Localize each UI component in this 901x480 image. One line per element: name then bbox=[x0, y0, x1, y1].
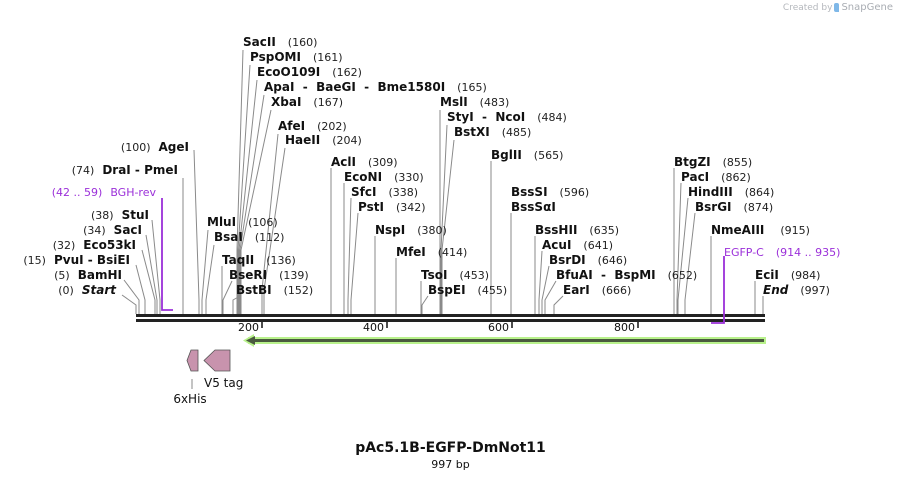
site-econi[interactable]: EcoNI (330) bbox=[344, 170, 424, 184]
feature-label-6xhis: 6xHis bbox=[173, 392, 206, 406]
site-stui[interactable]: (38) StuI bbox=[91, 208, 149, 222]
site-sacii[interactable]: SacII (160) bbox=[243, 35, 317, 49]
primer-egfp-c[interactable]: EGFP-C (914 .. 935) bbox=[711, 246, 840, 324]
site-paci[interactable]: PacI (862) bbox=[681, 170, 751, 184]
site-agei[interactable]: (100) AgeI bbox=[121, 140, 189, 154]
site-bamhi[interactable]: (5) BamHI bbox=[54, 268, 122, 282]
site-drai-pmei[interactable]: (74) DraI - PmeI bbox=[72, 163, 178, 177]
site-stems bbox=[121, 49, 764, 314]
tick-800: 800 bbox=[614, 321, 635, 334]
site-acui[interactable]: AcuI (641) bbox=[542, 238, 613, 252]
site-bspei[interactable]: BspEI (455) bbox=[428, 283, 507, 297]
dna-backbone[interactable] bbox=[136, 314, 765, 322]
site-acli[interactable]: AclI (309) bbox=[331, 155, 398, 169]
primer-label: (42 .. 59) BGH-rev bbox=[52, 186, 157, 199]
map-length: 997 bp bbox=[431, 458, 470, 471]
site-styi-ncoi[interactable]: StyI - NcoI (484) bbox=[447, 110, 567, 124]
site-eari[interactable]: EarI (666) bbox=[563, 283, 631, 297]
snapgene-logo-icon bbox=[834, 3, 840, 12]
tick-600: 600 bbox=[488, 321, 509, 334]
site-beseri[interactable]: BseRI (139) bbox=[229, 268, 309, 282]
site-end[interactable]: End (997) bbox=[763, 283, 830, 297]
map-title: pAc5.1B-EGFP-DmNot11 bbox=[355, 440, 546, 456]
site-taqii[interactable]: TaqII (136) bbox=[222, 253, 296, 267]
snapgene-credit: Created by SnapGene bbox=[783, 2, 893, 13]
right-sites: SacII (160) PspOMI (161) EcoO109I (162) Apa… bbox=[207, 35, 830, 297]
site-pvui-bsiei[interactable]: (15) PvuI - BsiEI bbox=[23, 253, 130, 267]
site-btgzi[interactable]: BtgZI (855) bbox=[674, 155, 752, 169]
site-mlui[interactable]: MluI (106) bbox=[207, 215, 278, 229]
site-saci[interactable]: (34) SacI bbox=[83, 223, 142, 237]
site-bsshii[interactable]: BssHII (635) bbox=[535, 223, 619, 237]
site-xbai[interactable]: XbaI (167) bbox=[271, 95, 343, 109]
site-haeii[interactable]: HaeII (204) bbox=[285, 133, 362, 147]
site-apai-baegi-bme1580i[interactable]: ApaI - BaeGI - Bme1580I (165) bbox=[264, 80, 487, 94]
primer-bgh-rev[interactable]: (42 .. 59) BGH-rev bbox=[52, 186, 173, 311]
site-bglii[interactable]: BglII (565) bbox=[491, 148, 563, 162]
tick-400: 400 bbox=[363, 321, 384, 334]
site-mfei[interactable]: MfeI (414) bbox=[396, 245, 467, 259]
site-bstxi[interactable]: BstXI (485) bbox=[454, 125, 531, 139]
site-bsssi[interactable]: BssSI (596) bbox=[511, 185, 589, 199]
site-bstbi[interactable]: BstBI (152) bbox=[236, 283, 313, 297]
site-ecii[interactable]: EciI (984) bbox=[755, 268, 820, 282]
feature-label-v5: V5 tag bbox=[204, 376, 243, 390]
left-sites: (0) Start (5) BamHI (15) PvuI - BsiEI (32) E… bbox=[23, 140, 189, 297]
site-bsssai[interactable]: BssSαI bbox=[511, 200, 556, 214]
site-pspomi[interactable]: PspOMI (161) bbox=[250, 50, 343, 64]
credit-prefix: Created by bbox=[782, 2, 833, 13]
site-eco53ki[interactable]: (32) Eco53kI bbox=[53, 238, 136, 252]
site-psti[interactable]: PstI (342) bbox=[358, 200, 426, 214]
tick-200: 200 bbox=[238, 321, 259, 334]
site-bsai[interactable]: BsaI (112) bbox=[214, 230, 284, 244]
feature-egfp-arrow[interactable] bbox=[243, 334, 766, 347]
feature-6xhis[interactable]: 6xHis bbox=[173, 349, 207, 406]
site-sfci[interactable]: SfcI (338) bbox=[351, 185, 418, 199]
site-afei[interactable]: AfeI (202) bbox=[278, 119, 347, 133]
site-bfuai-bspmi[interactable]: BfuAI - BspMI (652) bbox=[556, 268, 697, 282]
site-hindiii[interactable]: HindIII (864) bbox=[688, 185, 774, 199]
scale-ticks: 200 400 600 800 bbox=[238, 321, 639, 334]
site-nmeaiii[interactable]: NmeAIII (915) bbox=[711, 223, 810, 237]
site-tsoi[interactable]: TsoI (453) bbox=[421, 268, 489, 282]
site-bsrgi[interactable]: BsrGI (874) bbox=[695, 200, 773, 214]
credit-brand: SnapGene bbox=[841, 2, 893, 13]
site-ecoo109i[interactable]: EcoO109I (162) bbox=[257, 65, 362, 79]
site-start[interactable]: (0) Start bbox=[58, 283, 117, 297]
site-bsrdi[interactable]: BsrDI (646) bbox=[549, 253, 627, 267]
site-nspi[interactable]: NspI (380) bbox=[375, 223, 447, 237]
feature-v5-tag[interactable]: V5 tag bbox=[203, 349, 243, 390]
site-msli[interactable]: MslI (483) bbox=[440, 95, 509, 109]
primer-label: EGFP-C (914 .. 935) bbox=[724, 246, 840, 259]
